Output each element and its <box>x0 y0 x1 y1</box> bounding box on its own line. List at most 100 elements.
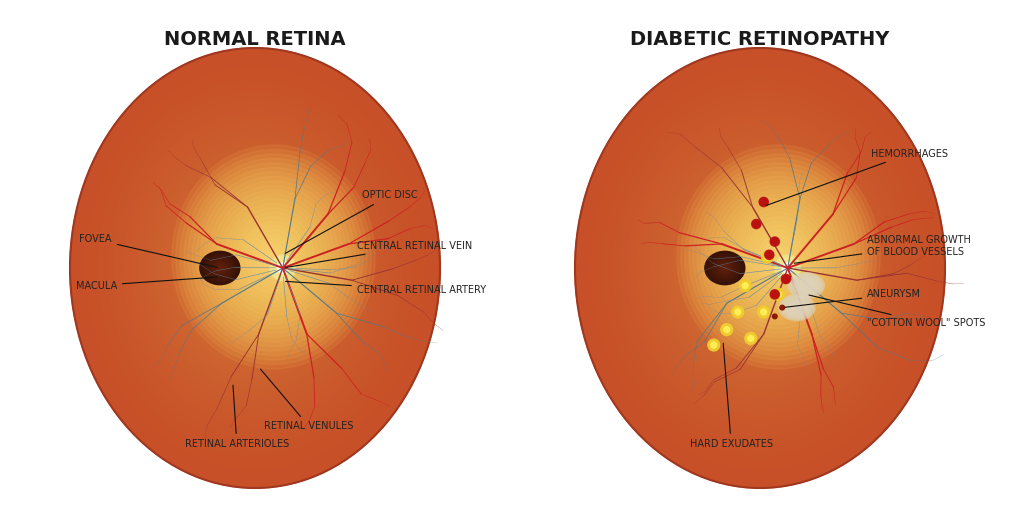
Ellipse shape <box>723 224 797 312</box>
Ellipse shape <box>762 251 773 263</box>
Ellipse shape <box>689 159 868 356</box>
Ellipse shape <box>786 300 808 315</box>
Ellipse shape <box>698 194 821 341</box>
Ellipse shape <box>114 99 397 437</box>
Ellipse shape <box>625 107 896 430</box>
Ellipse shape <box>228 208 318 306</box>
Ellipse shape <box>282 267 284 269</box>
Ellipse shape <box>245 226 302 288</box>
Ellipse shape <box>775 255 801 281</box>
Ellipse shape <box>708 206 812 330</box>
Ellipse shape <box>100 85 410 451</box>
Ellipse shape <box>723 326 731 333</box>
Ellipse shape <box>801 282 812 290</box>
Ellipse shape <box>718 263 731 274</box>
Ellipse shape <box>212 261 228 275</box>
Ellipse shape <box>783 264 792 272</box>
Ellipse shape <box>725 328 729 332</box>
Ellipse shape <box>588 63 933 473</box>
Ellipse shape <box>760 308 768 316</box>
Ellipse shape <box>762 310 766 314</box>
Ellipse shape <box>169 165 341 371</box>
Ellipse shape <box>726 228 794 308</box>
Ellipse shape <box>205 181 343 333</box>
Ellipse shape <box>785 278 786 280</box>
Ellipse shape <box>753 220 760 228</box>
Ellipse shape <box>766 243 791 270</box>
Ellipse shape <box>646 132 874 404</box>
Ellipse shape <box>597 74 924 462</box>
Ellipse shape <box>754 221 759 227</box>
Ellipse shape <box>662 151 859 385</box>
Ellipse shape <box>665 154 856 382</box>
Ellipse shape <box>253 235 294 279</box>
Ellipse shape <box>216 265 223 271</box>
Ellipse shape <box>792 275 821 296</box>
Ellipse shape <box>767 253 771 257</box>
Ellipse shape <box>780 260 796 276</box>
Ellipse shape <box>209 213 301 323</box>
Ellipse shape <box>758 306 770 318</box>
Ellipse shape <box>184 184 326 353</box>
Ellipse shape <box>85 67 425 470</box>
Ellipse shape <box>720 264 730 272</box>
Ellipse shape <box>744 250 775 287</box>
Ellipse shape <box>275 260 291 276</box>
Ellipse shape <box>172 145 375 369</box>
Ellipse shape <box>749 336 753 341</box>
Ellipse shape <box>208 258 231 278</box>
Ellipse shape <box>187 187 323 349</box>
Ellipse shape <box>141 132 369 404</box>
Ellipse shape <box>637 121 884 414</box>
Ellipse shape <box>738 242 781 294</box>
Ellipse shape <box>216 194 331 320</box>
Text: RETINAL VENULES: RETINAL VENULES <box>260 369 353 432</box>
Ellipse shape <box>786 267 790 269</box>
Ellipse shape <box>737 311 738 313</box>
Text: HARD EXUDATES: HARD EXUDATES <box>690 343 773 449</box>
Ellipse shape <box>622 103 899 433</box>
Ellipse shape <box>117 103 394 433</box>
Ellipse shape <box>697 167 860 346</box>
Ellipse shape <box>144 136 366 400</box>
Ellipse shape <box>628 110 893 426</box>
Text: ABNORMAL GROWTH
OF BLOOD VESSELS: ABNORMAL GROWTH OF BLOOD VESSELS <box>795 235 971 263</box>
Ellipse shape <box>257 239 290 275</box>
Ellipse shape <box>759 307 769 317</box>
Ellipse shape <box>768 254 770 256</box>
Ellipse shape <box>762 239 795 275</box>
Text: NORMAL RETINA: NORMAL RETINA <box>164 30 346 49</box>
Ellipse shape <box>218 267 221 269</box>
Ellipse shape <box>224 231 286 305</box>
Ellipse shape <box>606 85 914 451</box>
Ellipse shape <box>240 250 270 287</box>
Ellipse shape <box>272 257 293 278</box>
Text: HEMORRHAGES: HEMORRHAGES <box>766 149 948 205</box>
Ellipse shape <box>126 114 384 422</box>
Ellipse shape <box>188 163 359 351</box>
Ellipse shape <box>281 265 286 270</box>
Ellipse shape <box>241 221 306 293</box>
Ellipse shape <box>715 259 735 276</box>
Ellipse shape <box>741 246 778 290</box>
Ellipse shape <box>603 81 918 455</box>
Ellipse shape <box>147 140 362 396</box>
Ellipse shape <box>735 309 740 315</box>
Ellipse shape <box>138 128 372 407</box>
Ellipse shape <box>736 310 739 314</box>
Ellipse shape <box>271 256 295 280</box>
Ellipse shape <box>132 121 378 414</box>
Ellipse shape <box>210 259 229 276</box>
Ellipse shape <box>203 206 307 330</box>
Ellipse shape <box>763 201 765 203</box>
Ellipse shape <box>273 259 292 277</box>
Ellipse shape <box>771 291 778 298</box>
Ellipse shape <box>778 259 797 277</box>
Ellipse shape <box>120 107 391 430</box>
Ellipse shape <box>741 217 815 297</box>
Ellipse shape <box>227 235 283 301</box>
Ellipse shape <box>600 77 921 459</box>
Ellipse shape <box>782 263 793 273</box>
Ellipse shape <box>200 251 240 284</box>
Ellipse shape <box>721 323 732 335</box>
